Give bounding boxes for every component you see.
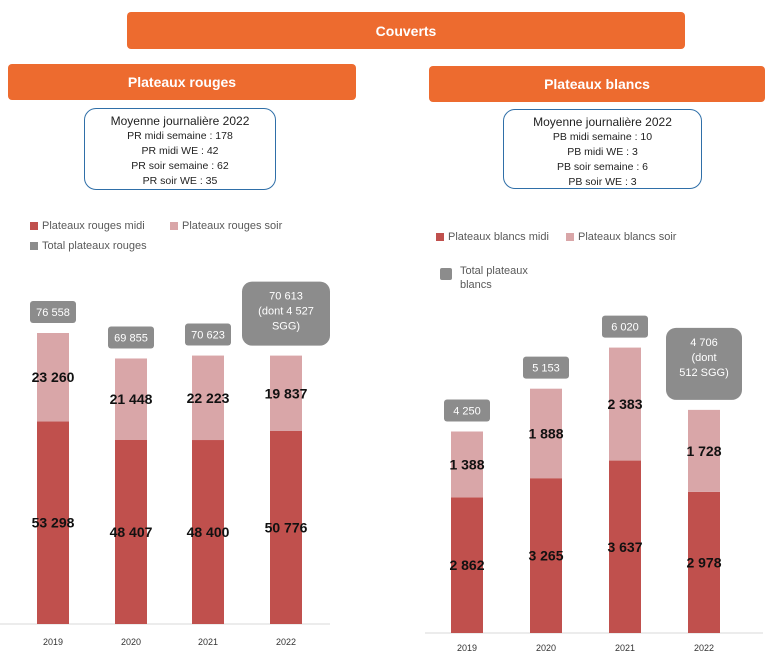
legend-label: Plateaux rouges midi xyxy=(42,220,145,232)
x-tick-label: 2020 xyxy=(121,637,141,647)
total-label: 76 558 xyxy=(36,307,70,319)
data-label-soir: 1 888 xyxy=(528,425,563,441)
right-daily-average-box: Moyenne journalière 2022 PB midi semaine… xyxy=(503,109,702,189)
bar-soir-2021 xyxy=(609,347,641,461)
bar-soir-2022 xyxy=(270,355,302,431)
data-label-midi: 3 265 xyxy=(528,548,563,564)
legend-swatch xyxy=(170,222,178,230)
legend-item-red-total: Total plateaux rouges xyxy=(30,239,150,253)
total-label: 69 855 xyxy=(114,332,148,344)
bar-soir-2022 xyxy=(688,409,720,492)
total-callout-box xyxy=(242,281,330,346)
bar-soir-2021 xyxy=(192,355,224,441)
data-label-midi: 3 637 xyxy=(607,539,642,555)
left-daily-average-box: Moyenne journalière 2022 PR midi semaine… xyxy=(84,108,276,190)
left-section-banner: Plateaux rouges xyxy=(8,64,356,100)
data-label-midi: 50 776 xyxy=(265,519,308,535)
total-label: 4 250 xyxy=(453,406,481,418)
right-section-title: Plateaux blancs xyxy=(544,76,650,92)
data-label-midi: 2 978 xyxy=(686,554,721,570)
legend-item-white-midi: Plateaux blancs midi xyxy=(436,230,549,244)
legend-swatch xyxy=(30,222,38,230)
data-label-soir: 2 383 xyxy=(607,396,642,412)
right-avg-line: PB soir semaine : 6 xyxy=(556,161,649,173)
legend-label: Plateaux blancs soir xyxy=(578,231,677,243)
x-tick-label: 2019 xyxy=(43,637,63,647)
legend-item-red-soir: Plateaux rouges soir xyxy=(170,219,282,233)
legend-swatch xyxy=(440,268,452,280)
total-callout-box xyxy=(523,356,569,379)
data-label-midi: 48 407 xyxy=(110,524,153,540)
legend-swatch xyxy=(436,233,444,241)
data-label-soir: 22 223 xyxy=(187,390,230,406)
data-label-soir: 1 728 xyxy=(686,443,721,459)
total-callout-box xyxy=(444,399,490,422)
right-avg-line: PB midi semaine : 10 xyxy=(552,131,653,143)
bar-soir-2020 xyxy=(115,358,147,441)
page-title-banner: Couverts xyxy=(127,12,685,49)
legend-item-white-soir: Plateaux blancs soir xyxy=(566,230,676,244)
bar-soir-2020 xyxy=(530,388,562,479)
legend-label: Plateaux blancs midi xyxy=(448,231,549,243)
total-label: 70 613 (dont 4 527 SGG) xyxy=(258,291,314,333)
right-avg-title: Moyenne journalière 2022 xyxy=(533,115,672,129)
x-tick-label: 2022 xyxy=(276,637,296,647)
data-label-soir: 21 448 xyxy=(110,391,153,407)
total-label: 70 623 xyxy=(191,330,225,342)
bar-midi-2022 xyxy=(270,430,302,624)
x-tick-label: 2020 xyxy=(536,643,556,651)
x-tick-label: 2021 xyxy=(198,637,218,647)
x-tick-label: 2021 xyxy=(615,643,635,651)
bar-midi-2021 xyxy=(192,440,224,624)
legend-label: Total plateaux blancs xyxy=(460,265,528,291)
right-avg-line: PB soir WE : 3 xyxy=(568,176,637,188)
total-label-line: 4 706 xyxy=(690,337,718,349)
legend-item-white-total: Total plateaux blancs xyxy=(440,264,560,292)
x-tick-label: 2022 xyxy=(694,643,714,651)
data-label-midi: 2 862 xyxy=(449,557,484,573)
legend-label: Total plateaux rouges xyxy=(42,240,147,252)
page-title: Couverts xyxy=(375,22,437,39)
right-section-banner: Plateaux blancs xyxy=(429,66,765,102)
total-label-line: 512 SGG) xyxy=(679,367,729,379)
bar-midi-2020 xyxy=(530,478,562,633)
legend-label: Plateaux rouges soir xyxy=(182,220,283,232)
legend-item-red-midi: Plateaux rouges midi xyxy=(30,219,145,233)
total-label: 6 020 xyxy=(611,322,639,334)
total-label: 5 153 xyxy=(532,363,560,375)
left-avg-line: PR soir semaine : 62 xyxy=(131,160,229,172)
bar-midi-2021 xyxy=(609,460,641,633)
legend-swatch xyxy=(30,242,38,250)
total-callout-box xyxy=(108,326,154,349)
data-label-soir: 19 837 xyxy=(265,385,308,401)
left-avg-line: PR midi semaine : 178 xyxy=(127,130,233,142)
data-label-soir: 1 388 xyxy=(449,456,484,472)
left-avg-line: PR midi WE : 42 xyxy=(141,145,219,157)
legend-swatch xyxy=(566,233,574,241)
total-label-line: SGG) xyxy=(272,321,300,333)
left-avg-title: Moyenne journalière 2022 xyxy=(110,114,250,128)
total-label-line: 70 613 xyxy=(269,291,303,303)
bar-midi-2019 xyxy=(451,497,483,633)
data-label-midi: 48 400 xyxy=(187,524,230,540)
right-avg-line: PB midi WE : 3 xyxy=(567,146,638,158)
data-label-soir: 23 260 xyxy=(32,369,75,385)
x-tick-label: 2019 xyxy=(457,643,477,651)
total-callout-box xyxy=(30,301,76,323)
total-callout-box xyxy=(666,327,742,400)
left-section-title: Plateaux rouges xyxy=(127,74,237,90)
total-callout-box xyxy=(185,323,231,346)
total-label: 4 706 (dont 512 SGG) xyxy=(679,337,729,379)
total-label-line: (dont 4 527 xyxy=(258,306,314,318)
left-avg-line: PR soir WE : 35 xyxy=(142,175,218,187)
bar-soir-2019 xyxy=(451,431,483,498)
bar-midi-2019 xyxy=(37,421,69,624)
bar-midi-2020 xyxy=(115,440,147,624)
data-label-midi: 53 298 xyxy=(32,515,75,531)
bar-midi-2022 xyxy=(688,491,720,633)
bar-soir-2019 xyxy=(37,333,69,422)
total-callout-box xyxy=(602,315,648,338)
total-label-line: (dont xyxy=(691,352,716,364)
